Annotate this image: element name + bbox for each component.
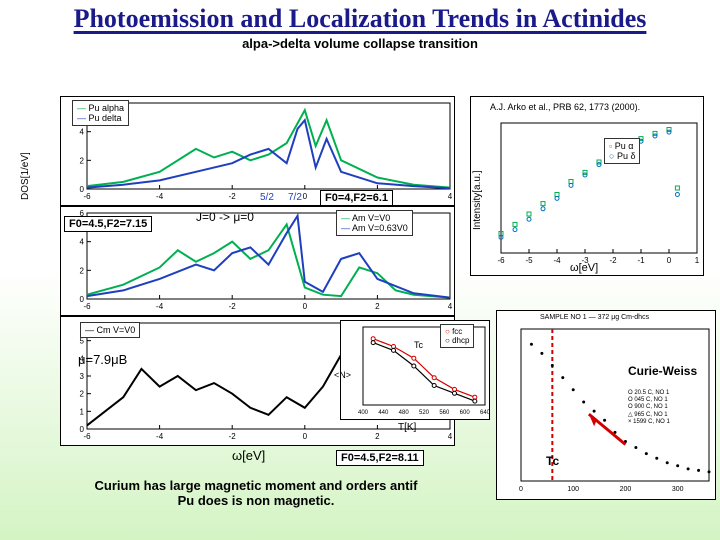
chart4-ylabel: Intensity[a.u.] xyxy=(472,171,483,230)
svg-text:3: 3 xyxy=(80,372,85,381)
svg-text:2: 2 xyxy=(375,432,380,441)
svg-text:2: 2 xyxy=(375,302,380,311)
svg-text:5: 5 xyxy=(80,337,85,346)
svg-text:1: 1 xyxy=(80,407,85,416)
svg-text:300: 300 xyxy=(672,486,684,493)
svg-text:-5: -5 xyxy=(525,256,533,265)
footer-text: Curium has large magnetic moment and ord… xyxy=(46,478,466,508)
svg-text:640: 640 xyxy=(480,410,491,416)
svg-text:0: 0 xyxy=(303,432,308,441)
chart4-legend: ▫ Pu α ○ Pu δ xyxy=(604,138,640,164)
chart2-legend: — Am V=V0 — Am V=0.63V0 xyxy=(336,210,413,236)
svg-text:-2: -2 xyxy=(229,192,237,201)
svg-text:-2: -2 xyxy=(609,256,617,265)
svg-text:-1: -1 xyxy=(637,256,645,265)
svg-text:-6: -6 xyxy=(83,192,91,201)
chart5-tc: Tc xyxy=(414,340,423,350)
svg-text:2: 2 xyxy=(80,266,85,275)
chart5-legend: ○ fcc ○ dhcp xyxy=(440,324,474,348)
svg-text:560: 560 xyxy=(439,410,450,416)
svg-text:2: 2 xyxy=(80,156,85,165)
chart6-sample: SAMPLE NO 1 — 372 μg Cm-dhcs xyxy=(540,314,649,321)
svg-text:1: 1 xyxy=(695,256,700,265)
svg-text:0: 0 xyxy=(80,185,85,194)
svg-text:-4: -4 xyxy=(156,192,164,201)
svg-text:-4: -4 xyxy=(156,302,164,311)
chart3-mu: μ=7.9μB xyxy=(78,352,127,367)
svg-text:0: 0 xyxy=(80,295,85,304)
svg-text:-6: -6 xyxy=(83,302,91,311)
svg-text:0: 0 xyxy=(303,192,308,201)
subtitle: alpa->delta volume collapse transition xyxy=(0,36,720,51)
svg-text:480: 480 xyxy=(399,410,410,416)
svg-text:-6: -6 xyxy=(497,256,505,265)
svg-text:-2: -2 xyxy=(229,302,237,311)
svg-text:4: 4 xyxy=(80,128,85,137)
chart3-xlabel: ω[eV] xyxy=(232,448,265,463)
chart2-annotation: F0=4.5,F2=7.15 xyxy=(64,216,152,232)
svg-text:600: 600 xyxy=(460,410,471,416)
svg-text:100: 100 xyxy=(567,486,579,493)
svg-text:0: 0 xyxy=(80,425,85,434)
chart6-tc: Tc xyxy=(546,454,559,468)
chart1-legend: — Pu alpha — Pu delta xyxy=(72,100,129,126)
chart1-sublabel-52: 5/2 xyxy=(260,192,274,203)
svg-text:-6: -6 xyxy=(83,432,91,441)
chart2-jtext: J=0 -> μ=0 xyxy=(196,210,254,224)
svg-text:4: 4 xyxy=(448,432,453,441)
chart3-legend: — Cm V=V0 xyxy=(80,322,140,338)
svg-text:0: 0 xyxy=(303,302,308,311)
svg-text:520: 520 xyxy=(419,410,430,416)
chart-curie: 0 100 200 300 xyxy=(496,310,716,500)
chart6-curie-label: Curie-Weiss xyxy=(628,364,697,378)
chart5-ylabel: <N> xyxy=(334,370,351,380)
chart3-annotation: F0=4.5,F2=8.11 xyxy=(336,450,424,466)
ylabel-dos: DOS[1/eV] xyxy=(20,152,31,200)
svg-text:200: 200 xyxy=(620,486,632,493)
chart1-sublabel-72: 7/2 xyxy=(288,192,302,203)
svg-text:440: 440 xyxy=(378,410,389,416)
chart6-svg: 0 100 200 300 xyxy=(497,311,717,501)
svg-text:4: 4 xyxy=(448,192,453,201)
svg-text:2: 2 xyxy=(80,390,85,399)
svg-text:4: 4 xyxy=(80,238,85,247)
chart4-svg: -6-5-4-3-2-101 xyxy=(471,97,705,277)
svg-text:0: 0 xyxy=(519,486,523,493)
chart4-xlabel: ω[eV] xyxy=(570,262,598,274)
svg-text:400: 400 xyxy=(358,410,369,416)
svg-text:-4: -4 xyxy=(156,432,164,441)
page-title: Photoemission and Localization Trends in… xyxy=(0,0,720,34)
svg-text:-2: -2 xyxy=(229,432,237,441)
chart-arko: -6-5-4-3-2-101 xyxy=(470,96,704,276)
chart6-legend: O 20.5 C, NO 1 O 045 C, NO 1 O 900 C, NO… xyxy=(628,390,670,426)
chart1-annotation: F0=4,F2=6.1 xyxy=(320,190,393,206)
svg-text:0: 0 xyxy=(667,256,672,265)
chart4-cite: A.J. Arko et al., PRB 62, 1773 (2000). xyxy=(490,102,640,112)
svg-text:4: 4 xyxy=(448,302,453,311)
svg-text:-4: -4 xyxy=(553,256,561,265)
chart5-xlabel: T[K] xyxy=(398,422,416,433)
